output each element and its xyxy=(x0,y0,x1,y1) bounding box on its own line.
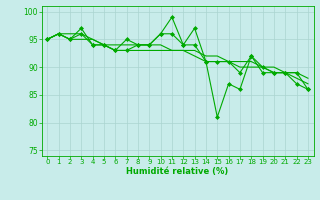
X-axis label: Humidité relative (%): Humidité relative (%) xyxy=(126,167,229,176)
